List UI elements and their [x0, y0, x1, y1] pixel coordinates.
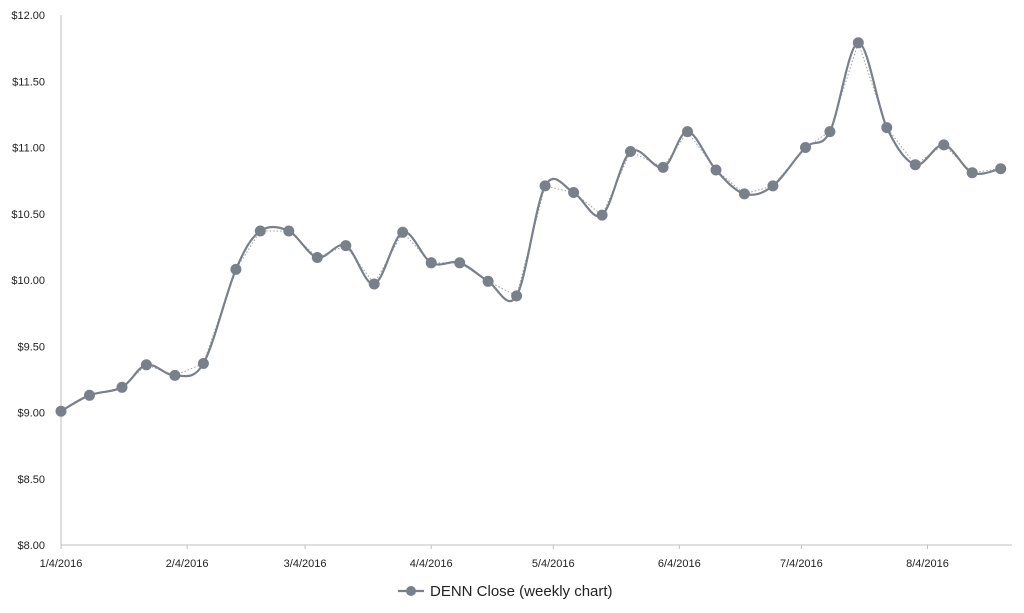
data-point: [340, 240, 352, 252]
data-point: [738, 188, 750, 200]
legend-label: DENN Close (weekly chart): [430, 583, 613, 600]
y-tick-label: $12.00: [11, 10, 45, 22]
data-point: [539, 180, 551, 192]
x-tick-label: 8/4/2016: [906, 558, 949, 570]
x-tick-label: 1/4/2016: [40, 558, 83, 570]
series-line: [60, 41, 1001, 413]
data-point: [197, 358, 209, 369]
y-tick-label: $10.50: [11, 209, 45, 221]
data-point: [710, 164, 722, 176]
data-point: [625, 146, 636, 157]
y-tick-label: $8.00: [17, 540, 45, 552]
x-tick-label: 2/4/2016: [166, 558, 209, 570]
data-point: [84, 389, 95, 401]
y-tick-label: $11.00: [12, 143, 45, 155]
data-point: [116, 381, 128, 393]
y-tick-label: $11.50: [12, 76, 45, 88]
y-tick-label: $9.50: [17, 341, 45, 353]
x-tick-label: 4/4/2016: [410, 558, 453, 570]
series-layer: [55, 37, 1007, 417]
x-tick-label: 6/4/2016: [658, 558, 701, 570]
data-point: [283, 225, 295, 237]
data-point: [995, 163, 1007, 175]
data-point: [938, 139, 950, 151]
data-point: [682, 126, 693, 138]
data-point: [824, 126, 836, 138]
y-tick-label: $8.50: [17, 474, 45, 486]
data-point: [657, 161, 669, 173]
data-point: [909, 159, 921, 171]
data-point: [767, 180, 779, 192]
data-point: [169, 369, 181, 381]
x-tick-labels: 1/4/2016 2/4/2016 3/4/2016 4/4/2016 5/4/2016…: [40, 545, 949, 570]
data-point: [881, 122, 893, 134]
data-point: [55, 405, 67, 417]
y-tick-label: $10.00: [11, 275, 45, 287]
axes: [60, 15, 1012, 546]
x-tick-label: 5/4/2016: [532, 558, 575, 570]
series-dotted-line: [60, 41, 1001, 412]
legend: DENN Close (weekly chart): [398, 583, 613, 600]
data-point: [368, 278, 380, 290]
x-tick-label: 3/4/2016: [284, 558, 327, 570]
data-point: [966, 167, 978, 179]
data-point: [511, 290, 523, 302]
data-point: [454, 257, 466, 269]
data-point: [800, 142, 811, 153]
data-point: [254, 225, 266, 237]
data-point: [568, 187, 580, 198]
data-point: [230, 263, 242, 275]
legend-marker: [406, 586, 416, 596]
data-point: [425, 257, 437, 269]
y-tick-labels: $8.00 $8.50 $9.00 $9.50 $10.00 $10.50 $11.00 $1…: [11, 10, 45, 552]
data-point: [596, 209, 608, 221]
data-point: [852, 37, 864, 49]
x-tick-label: 7/4/2016: [780, 558, 823, 570]
data-point: [397, 226, 409, 238]
data-point: [140, 359, 152, 371]
y-tick-label: $9.00: [17, 408, 45, 420]
data-point: [482, 275, 494, 287]
data-point: [311, 252, 323, 263]
